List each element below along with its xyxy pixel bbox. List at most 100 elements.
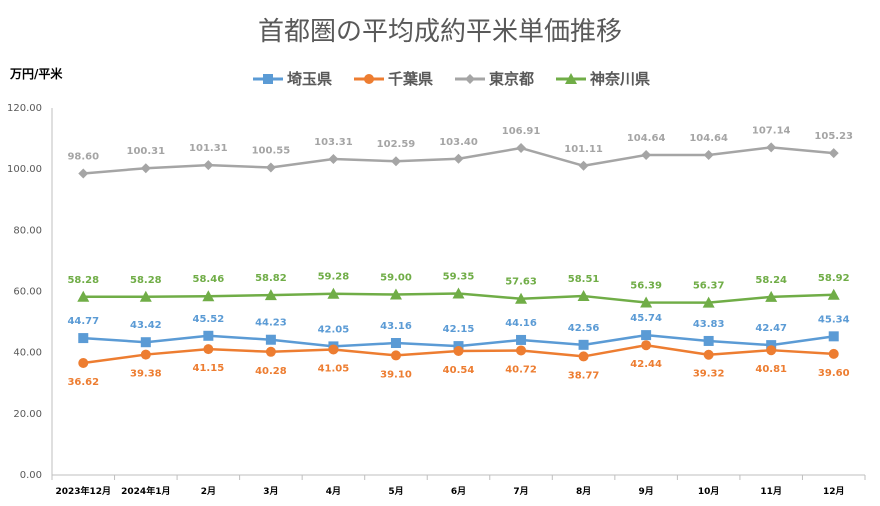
data-label: 36.62 [67, 377, 99, 388]
data-point [828, 331, 839, 342]
data-point [328, 154, 339, 165]
data-point [515, 292, 528, 304]
series-神奈川県: 58.28 58.28 58.46 58.82 59.28 59.00 59.35 57.63… [67, 271, 850, 308]
data-point [578, 160, 589, 171]
data-label: 101.11 [564, 144, 603, 155]
x-tick-label: 2023年12月 [55, 485, 111, 497]
data-label: 39.32 [693, 369, 725, 380]
legend-label: 東京都 [489, 70, 534, 88]
x-tick-label: 12月 [823, 486, 845, 497]
y-tick-label: 80.00 [13, 225, 42, 236]
data-label: 105.23 [814, 131, 853, 142]
data-point [827, 288, 840, 300]
data-label: 59.35 [443, 271, 475, 282]
data-label: 44.23 [255, 318, 287, 329]
legend-item: 東京都 [455, 70, 534, 88]
data-label: 58.28 [130, 275, 162, 286]
data-label: 59.28 [318, 272, 350, 283]
x-tick-label: 10月 [698, 486, 720, 497]
data-point [390, 338, 401, 349]
x-tick-label: 5月 [388, 486, 403, 497]
data-point [641, 149, 652, 160]
data-label: 100.31 [127, 146, 166, 157]
data-point [327, 287, 340, 299]
data-point [516, 143, 527, 154]
data-label: 104.64 [689, 133, 728, 144]
data-point [390, 350, 401, 361]
data-point [828, 348, 839, 359]
data-point [766, 142, 777, 153]
data-point [828, 148, 839, 159]
legend-item: 埼玉県 [253, 70, 332, 88]
data-label: 58.24 [755, 275, 787, 286]
data-label: 39.38 [130, 369, 162, 380]
data-label: 106.91 [502, 126, 541, 137]
data-label: 101.31 [189, 143, 228, 154]
axes: 0.00 20.00 40.00 60.00 80.00 100.00 120.00 2023… [7, 103, 866, 497]
data-point [78, 358, 89, 369]
data-label: 57.63 [505, 277, 537, 288]
data-label: 43.42 [130, 320, 162, 331]
x-tick-label: 8月 [576, 486, 591, 497]
data-label: 104.64 [627, 133, 666, 144]
data-label: 40.72 [505, 364, 537, 375]
x-tick-label: 9月 [638, 486, 653, 497]
data-point [765, 290, 778, 302]
legend-marker [364, 74, 374, 84]
data-point [452, 287, 465, 299]
data-label: 59.00 [380, 273, 412, 284]
data-point [202, 290, 215, 302]
data-label: 45.74 [630, 313, 662, 324]
data-point [139, 290, 152, 302]
data-point [203, 344, 214, 355]
legend-marker [263, 74, 273, 84]
data-label: 42.15 [443, 324, 475, 335]
data-label: 41.15 [193, 363, 225, 374]
data-label: 58.51 [568, 274, 600, 285]
data-label: 44.16 [505, 318, 537, 329]
data-point [641, 330, 652, 341]
data-label: 40.54 [443, 365, 475, 376]
data-label: 42.05 [318, 324, 350, 335]
data-point [578, 339, 589, 350]
x-tick-label: 6月 [451, 486, 466, 497]
data-point [453, 346, 464, 357]
series-埼玉県: 44.77 43.42 45.52 44.23 42.05 43.16 42.15 44.16… [67, 313, 850, 352]
data-point [703, 349, 714, 360]
series-layer: 44.77 43.42 45.52 44.23 42.05 43.16 42.15 44.16… [67, 125, 853, 388]
data-point [265, 346, 276, 357]
data-label: 39.10 [380, 369, 412, 380]
data-label: 103.31 [314, 137, 353, 148]
data-label: 40.81 [755, 364, 787, 375]
data-point [140, 349, 151, 360]
legend-marker [465, 74, 475, 84]
legend-item: 神奈川県 [556, 70, 650, 88]
data-label: 39.60 [818, 368, 850, 379]
data-point [203, 330, 214, 341]
legend-label: 埼玉県 [287, 70, 332, 88]
data-point [516, 334, 527, 345]
data-point [78, 168, 89, 179]
y-tick-label: 0.00 [20, 470, 42, 481]
y-tick-label: 20.00 [13, 409, 42, 420]
data-label: 41.05 [318, 363, 350, 374]
y-axis-label: 万円/平米 [9, 66, 63, 81]
data-label: 56.39 [630, 281, 662, 292]
legend: 埼玉県 千葉県 東京都 神奈川県 [253, 70, 650, 88]
series-東京都: 98.60 100.31 101.31 100.55 103.31 102.59 103.4… [67, 125, 853, 179]
data-point [703, 149, 714, 160]
x-tick-label: 4月 [326, 486, 341, 497]
data-point [264, 289, 277, 301]
data-label: 42.56 [568, 323, 600, 334]
data-label: 58.46 [193, 274, 225, 285]
legend-item: 千葉県 [354, 70, 433, 88]
data-label: 98.60 [67, 151, 99, 162]
data-point [203, 160, 214, 171]
data-label: 102.59 [377, 139, 416, 150]
data-label: 58.28 [67, 275, 99, 286]
data-point [140, 337, 151, 348]
data-point [265, 334, 276, 345]
x-tick-label: 2024年1月 [121, 485, 170, 497]
